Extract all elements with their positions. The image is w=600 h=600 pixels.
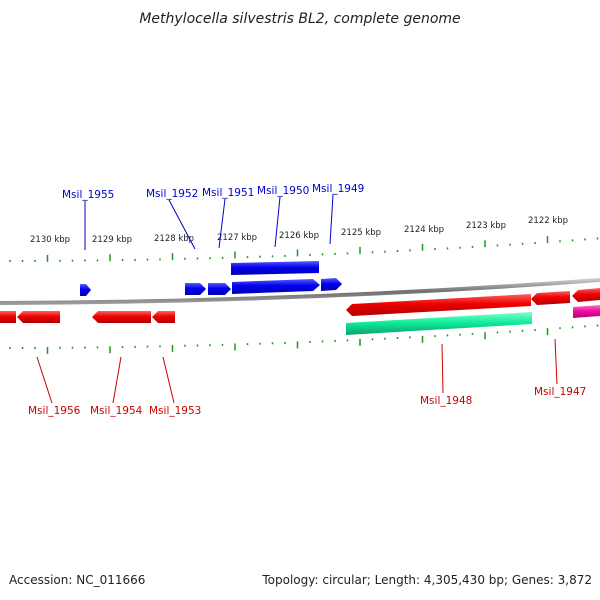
label-Msil_1949[interactable]: Msil_1949	[312, 183, 364, 195]
tick-track-reverse	[9, 324, 599, 354]
gene-Msil_1952[interactable]	[185, 283, 206, 295]
scale-label-2129: 2129 kbp	[92, 235, 132, 245]
leader-Msil_1948	[441, 343, 444, 394]
scale-label-2123: 2123 kbp	[466, 221, 506, 231]
reverse-gene-labels: Msil_1956 Msil_1954 Msil_1953 Msil_1948 …	[28, 386, 586, 417]
genome-stats-text: Topology: circular; Length: 4,305,430 bp…	[262, 573, 592, 587]
reverse-genes	[0, 288, 600, 335]
forward-gene-labels: Msil_1955 Msil_1952 Msil_1951 Msil_1950 …	[62, 183, 364, 201]
gene-Msil_1953[interactable]	[152, 311, 175, 323]
leader-Msil_1947	[554, 338, 558, 385]
scale-label-2126: 2126 kbp	[279, 231, 319, 241]
genome-backbone	[0, 278, 600, 305]
scale-label-2124: 2124 kbp	[404, 225, 444, 235]
label-leaders	[36, 194, 558, 404]
scale-label-2128: 2128 kbp	[154, 234, 194, 244]
label-Msil_1953[interactable]: Msil_1953	[149, 405, 201, 417]
map-title: Methylocella silvestris BL2, complete ge…	[139, 11, 460, 27]
scale-label-2130: 2130 kbp	[30, 235, 70, 245]
gene-Msil_1949[interactable]	[321, 278, 342, 291]
scale-labels: 2130 kbp 2129 kbp 2128 kbp 2127 kbp 2126…	[30, 216, 568, 245]
gene-Msil_1956[interactable]	[17, 311, 60, 323]
cds-Msil_1948[interactable]	[346, 312, 532, 335]
gene-next-partial[interactable]	[572, 288, 600, 302]
scale-label-2127: 2127 kbp	[217, 233, 257, 243]
gene-Msil_1950[interactable]	[232, 279, 320, 294]
leader-Msil_1951	[218, 198, 226, 249]
gene-Msil_1947[interactable]	[531, 291, 570, 305]
gene-Msil_1950-outer[interactable]	[231, 261, 319, 275]
gene-Msil_1955[interactable]	[80, 284, 91, 296]
label-Msil_1950[interactable]: Msil_1950	[257, 185, 309, 197]
accession-text: Accession: NC_011666	[9, 573, 146, 587]
scale-label-2125: 2125 kbp	[341, 228, 381, 238]
tick-track-forward	[9, 236, 599, 262]
leader-Msil_1952	[168, 199, 196, 250]
label-Msil_1955[interactable]: Msil_1955	[62, 189, 114, 201]
label-Msil_1954[interactable]: Msil_1954	[90, 405, 143, 417]
label-Msil_1951[interactable]: Msil_1951	[202, 187, 254, 199]
forward-genes	[80, 261, 342, 296]
leader-Msil_1956	[36, 356, 53, 404]
gene-Msil_1956-partial[interactable]	[0, 311, 16, 323]
label-Msil_1952[interactable]: Msil_1952	[146, 188, 198, 200]
label-Msil_1947[interactable]: Msil_1947	[534, 386, 586, 398]
leader-Msil_1953	[162, 356, 175, 404]
leader-Msil_1954	[112, 356, 122, 404]
label-Msil_1948[interactable]: Msil_1948	[420, 395, 472, 407]
leader-Msil_1949	[329, 194, 334, 245]
gene-Msil_1954[interactable]	[92, 311, 151, 323]
scale-label-2122: 2122 kbp	[528, 216, 568, 226]
gene-Msil_1948[interactable]	[346, 294, 531, 316]
label-Msil_1956[interactable]: Msil_1956	[28, 405, 81, 417]
leader-Msil_1950	[274, 196, 281, 248]
feature-next-partial[interactable]	[573, 305, 600, 318]
gene-Msil_1951[interactable]	[208, 283, 231, 295]
